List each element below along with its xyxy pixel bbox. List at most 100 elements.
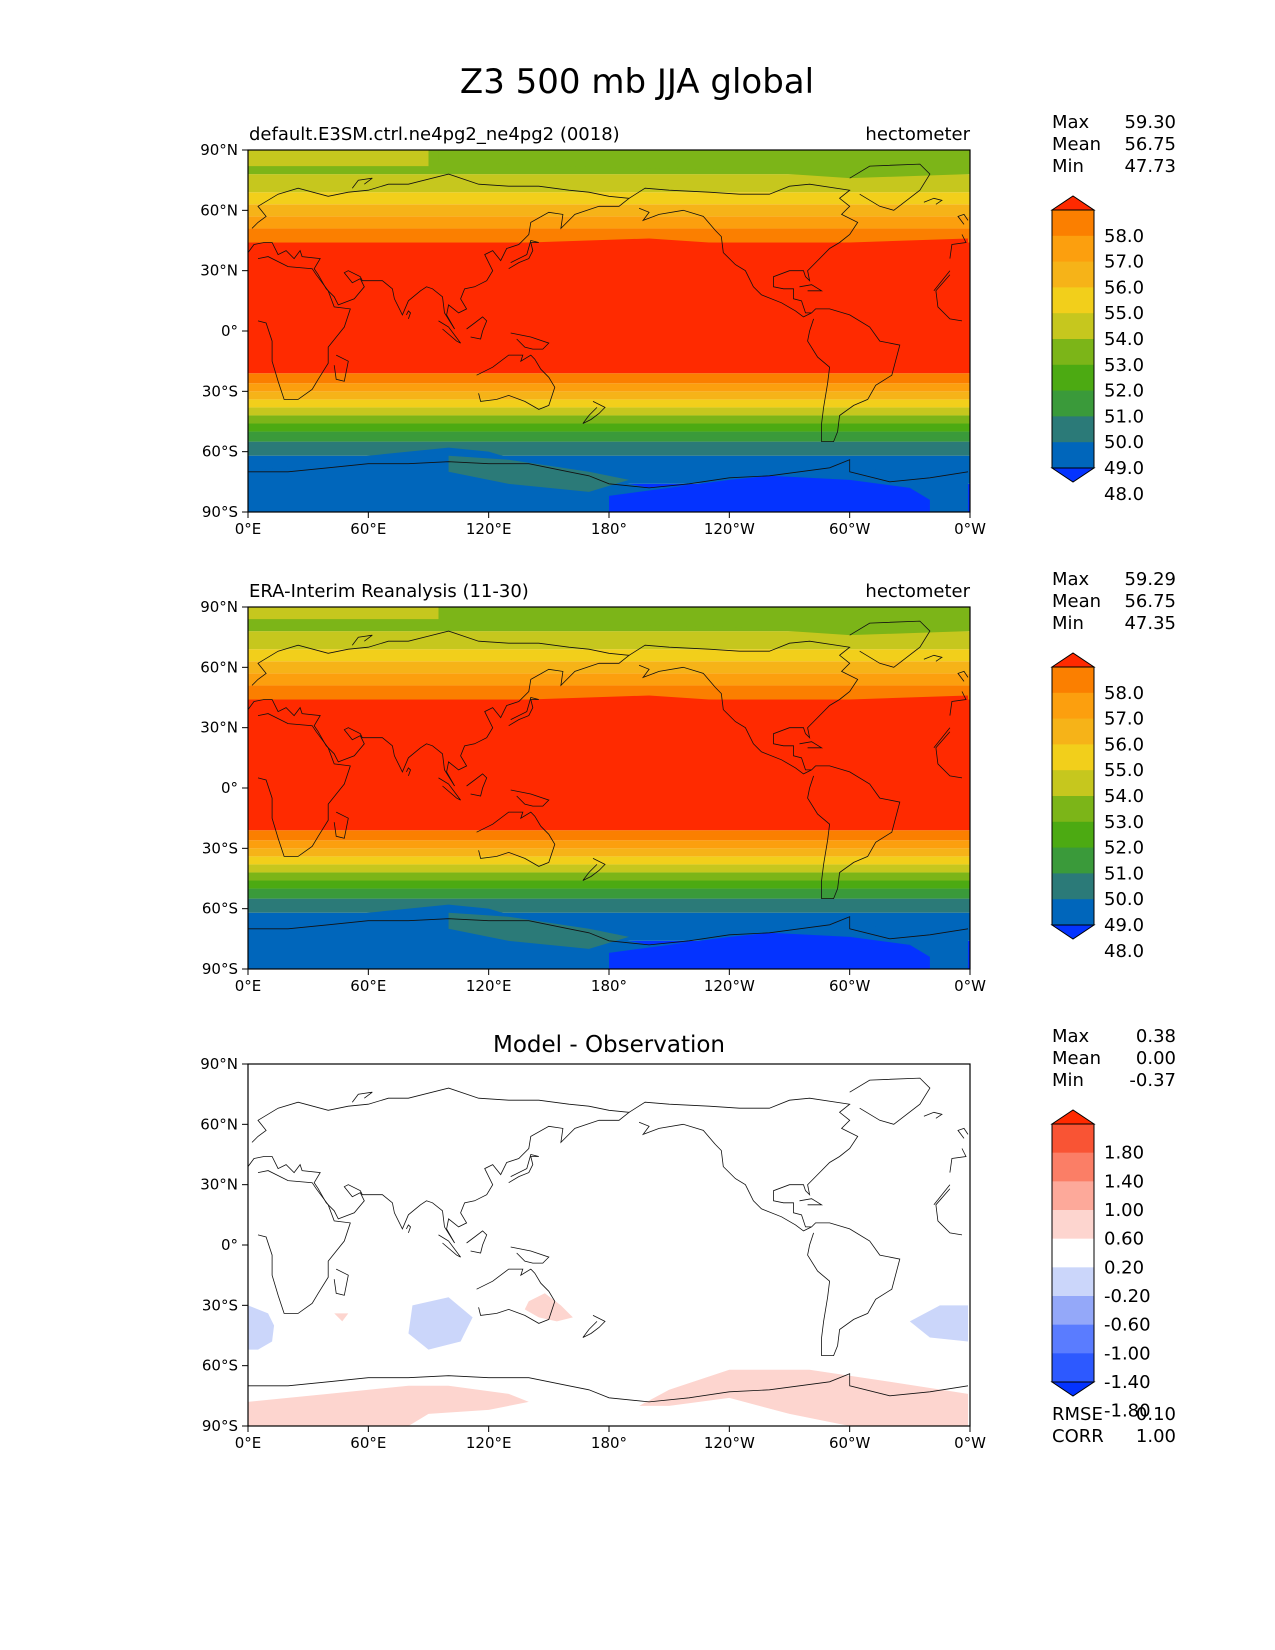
colorbar-extend-min bbox=[1050, 1381, 1096, 1397]
x-tick-label: 180° bbox=[591, 1434, 627, 1452]
stat-value: 0.00 bbox=[1136, 1048, 1176, 1069]
contour-band bbox=[248, 228, 970, 243]
colorbar-swatch bbox=[1052, 1124, 1094, 1154]
contour-band bbox=[609, 475, 930, 512]
colorbar-frame bbox=[1051, 1123, 1095, 1383]
contour-band bbox=[248, 391, 970, 400]
colorbar-swatch bbox=[1052, 847, 1094, 874]
colorbar-swatch bbox=[1052, 1238, 1094, 1268]
colorbar-swatch bbox=[1052, 1267, 1094, 1297]
stat-value: 47.73 bbox=[1124, 156, 1176, 177]
colorbar-tick-label: -1.80 bbox=[1104, 1401, 1151, 1422]
colorbar-tick-label: 53.0 bbox=[1104, 812, 1144, 833]
y-tick-label: 30°N bbox=[200, 1176, 238, 1194]
coastline bbox=[933, 727, 951, 749]
contour-band bbox=[248, 649, 970, 662]
colorbar-extend-max bbox=[1050, 1109, 1096, 1125]
x-tick-label: 0°W bbox=[954, 1434, 986, 1452]
contour-band bbox=[448, 912, 630, 949]
contour-band bbox=[438, 607, 968, 636]
colorbar-swatch bbox=[1052, 364, 1094, 392]
colorbar-tick-label: 51.0 bbox=[1104, 863, 1144, 884]
colorbar-tick-label: 57.0 bbox=[1104, 252, 1144, 273]
panel-units: hectometer bbox=[865, 124, 970, 145]
coastline bbox=[933, 270, 951, 292]
contour-band bbox=[248, 1064, 970, 1426]
x-tick-label: 0°E bbox=[235, 977, 262, 995]
contour-band bbox=[248, 238, 968, 255]
colorbar-swatch bbox=[1052, 873, 1094, 900]
coastline bbox=[438, 320, 461, 344]
colorbar-swatch bbox=[1052, 821, 1094, 849]
coastline bbox=[957, 1127, 969, 1139]
map-body bbox=[248, 150, 970, 512]
y-tick-label: 0° bbox=[221, 779, 238, 797]
coastline bbox=[248, 173, 631, 330]
coastline bbox=[935, 274, 963, 322]
coastline bbox=[248, 459, 969, 489]
coastline bbox=[957, 670, 969, 682]
contour-band bbox=[248, 898, 970, 913]
colorbar-frame bbox=[1051, 666, 1095, 926]
colorbar-tick-label: 55.0 bbox=[1104, 760, 1144, 781]
figure-suptitle: Z3 500 mb JJA global bbox=[460, 62, 814, 102]
contour-band bbox=[248, 383, 970, 392]
colorbar-extend-min bbox=[1050, 467, 1096, 483]
coastline bbox=[799, 284, 824, 292]
coastline bbox=[476, 811, 556, 867]
colorbar-tick-label: 49.0 bbox=[1104, 458, 1144, 479]
coastline bbox=[438, 1234, 461, 1258]
contour-band bbox=[248, 174, 970, 193]
y-tick-label: 60°S bbox=[202, 900, 238, 918]
x-tick-label: 60°W bbox=[829, 977, 871, 995]
colorbar-swatch bbox=[1052, 390, 1094, 417]
coastline bbox=[582, 1315, 606, 1338]
colorbar-tick-label: 1.00 bbox=[1104, 1200, 1144, 1221]
coastline bbox=[510, 332, 550, 350]
colorbar-swatch bbox=[1052, 339, 1094, 366]
coastline bbox=[466, 316, 488, 340]
coastline bbox=[935, 1188, 963, 1236]
colorbar-tick-label: 0.60 bbox=[1104, 1229, 1144, 1250]
colorbar-tick-label: -0.20 bbox=[1104, 1286, 1151, 1307]
map-panel-2: 0°E 60°E 120°E 180° 120°W 60°W 0°W 90°N 60°N 30°N… bbox=[200, 569, 1176, 995]
x-tick-label: 120°E bbox=[466, 520, 512, 538]
coastline bbox=[438, 777, 461, 801]
colorbar-swatch bbox=[1052, 770, 1094, 797]
colorbar-swatch bbox=[1052, 442, 1094, 469]
colorbar-extend-max bbox=[1050, 652, 1096, 668]
colorbar-tick-label: 48.0 bbox=[1104, 941, 1144, 962]
y-tick-label: 0° bbox=[221, 322, 238, 340]
contour-band bbox=[248, 661, 970, 674]
x-tick-label: 120°W bbox=[704, 1434, 755, 1452]
x-tick-label: 120°E bbox=[466, 1434, 512, 1452]
coastline bbox=[923, 1111, 943, 1119]
colorbar-swatch bbox=[1052, 667, 1094, 694]
coastline bbox=[466, 773, 488, 797]
panel-units: hectometer bbox=[865, 581, 970, 602]
colorbar-tick-label: 53.0 bbox=[1104, 355, 1144, 376]
stat-label: Mean bbox=[1052, 1048, 1101, 1069]
coastline bbox=[849, 620, 931, 668]
coastline bbox=[849, 163, 931, 211]
colorbar-frame bbox=[1051, 209, 1095, 469]
colorbar-tick-label: 58.0 bbox=[1104, 683, 1144, 704]
stat-label: Mean bbox=[1052, 134, 1101, 155]
coastline bbox=[949, 691, 967, 716]
coastline bbox=[933, 1184, 951, 1206]
colorbar-tick-label: 1.80 bbox=[1104, 1143, 1144, 1164]
stat-value: 59.30 bbox=[1124, 112, 1176, 133]
colorbar-swatch bbox=[1052, 1152, 1094, 1182]
colorbar-swatch bbox=[1052, 744, 1094, 771]
stat-label: Max bbox=[1052, 112, 1090, 133]
contour-band bbox=[248, 699, 970, 831]
coastline bbox=[582, 858, 606, 881]
y-tick-label: 30°N bbox=[200, 262, 238, 280]
coastline bbox=[628, 183, 859, 318]
map-body bbox=[248, 607, 970, 969]
stat-label: Min bbox=[1052, 1070, 1084, 1091]
colorbar-swatch bbox=[1052, 416, 1094, 443]
coastline bbox=[799, 1198, 824, 1206]
stat-label: RMSE bbox=[1052, 1404, 1103, 1425]
colorbar-tick-label: 55.0 bbox=[1104, 303, 1144, 324]
